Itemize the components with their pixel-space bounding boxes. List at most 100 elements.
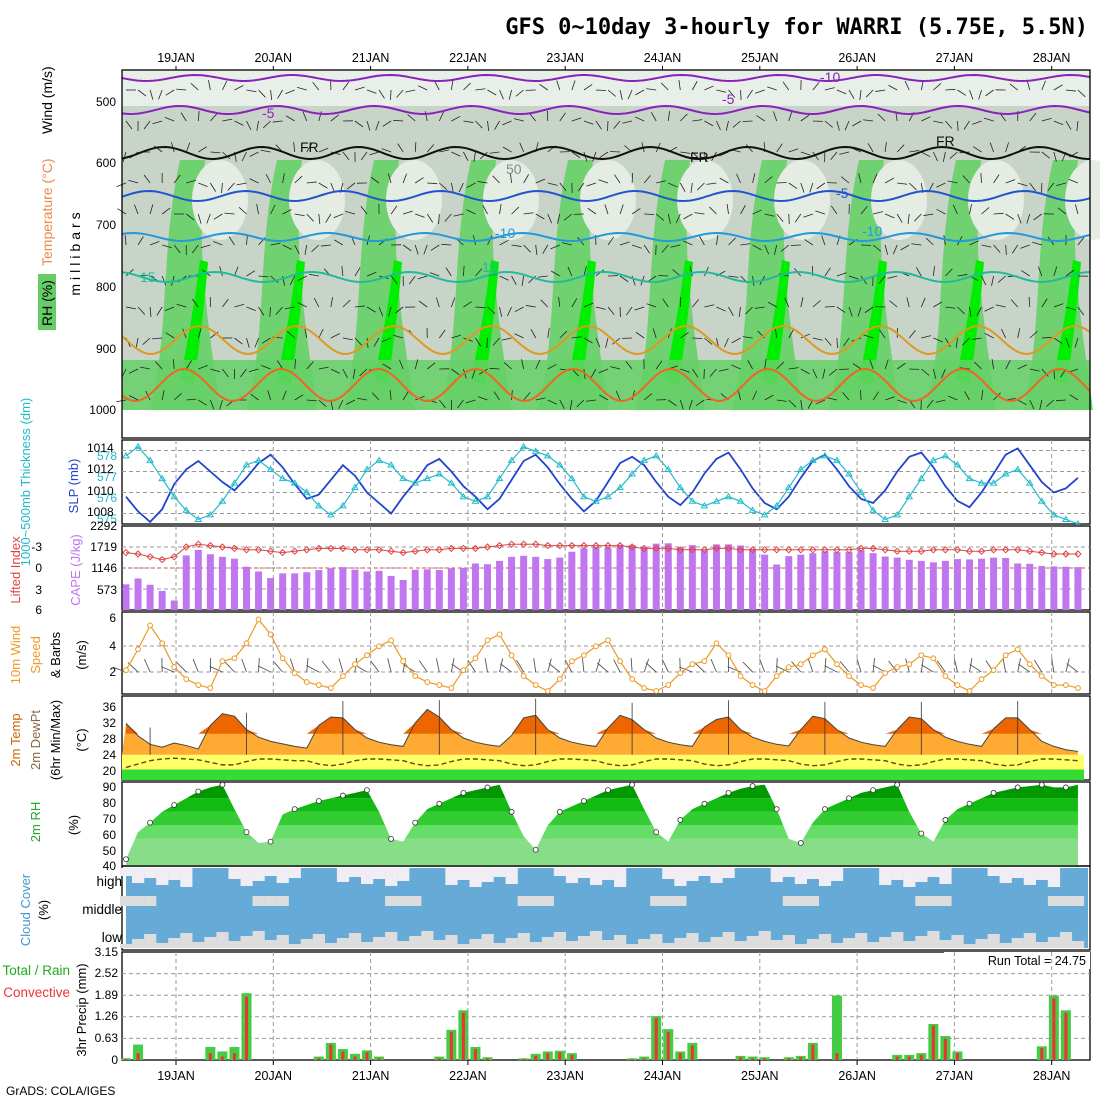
wind-barb — [972, 146, 982, 153]
minmax-label: (6hr Min/Max) — [48, 700, 63, 780]
cape-bar — [339, 567, 347, 610]
cloud-low-block — [626, 944, 639, 948]
lifted-index-point — [471, 544, 480, 553]
thickness-point — [459, 492, 468, 500]
cloud-low-block — [445, 935, 458, 948]
wind-barb — [626, 306, 633, 316]
wind10-point — [593, 643, 599, 650]
isotherm-label: 15 — [140, 269, 156, 285]
cape-bar — [387, 575, 395, 610]
wind-barb — [993, 174, 1000, 184]
lifted-index-point — [941, 546, 950, 554]
wind-barb — [719, 177, 729, 184]
wind-barb — [577, 182, 585, 192]
wind-barb — [780, 244, 790, 252]
wind-barb — [1029, 182, 1036, 192]
wind-barb — [716, 235, 719, 246]
thickness-point — [278, 474, 287, 482]
wind-barb — [222, 298, 229, 308]
wind-barb — [788, 399, 797, 408]
wind-barb — [306, 213, 314, 222]
cape-bar — [568, 551, 576, 610]
wind-barb — [523, 212, 534, 215]
wind-barb — [185, 360, 192, 370]
wind-barb — [222, 368, 229, 378]
wind-barb — [1005, 213, 1015, 220]
slp-tick: 1014 — [87, 441, 114, 455]
cloud-low-block — [312, 934, 325, 948]
wind-barb — [282, 209, 292, 215]
rh-point — [966, 800, 973, 807]
wind-barb — [256, 204, 259, 215]
thickness-point — [1001, 470, 1010, 477]
rh-point — [171, 802, 178, 808]
wind10-point — [761, 688, 768, 694]
wind-barb — [915, 267, 922, 277]
thickness-point — [965, 474, 974, 482]
wind-barb — [1005, 244, 1007, 256]
wind-barb — [325, 213, 332, 223]
millibars-label: millibars — [67, 208, 83, 295]
lifted-index-point — [447, 544, 456, 553]
wind10-barb — [387, 658, 392, 673]
wind-barb — [815, 210, 826, 215]
lifted-index-point — [664, 544, 672, 553]
precip-panel: 3.15 2.52 1.89 1.26 0.63 0 Total / Rain … — [2, 945, 1091, 1067]
thickness-point — [375, 456, 383, 463]
cloud-low-block — [710, 937, 723, 948]
cloud-high-block — [373, 868, 386, 879]
cloud-high-block — [806, 868, 820, 879]
wind-barb — [499, 204, 502, 215]
footer-credit: GrADS: COLA/IGES — [6, 1084, 115, 1098]
wind10-grid — [122, 645, 1090, 673]
isotherm-15 — [121, 270, 1091, 284]
wind-barb — [709, 368, 717, 377]
wind-barb — [530, 328, 537, 339]
wind-barb — [246, 120, 252, 131]
precip-convective-label: Convective — [3, 985, 70, 1000]
wind-barb — [1041, 151, 1050, 159]
wind-barb — [896, 362, 906, 370]
wind-barb — [338, 399, 344, 410]
thickness-point — [1013, 465, 1022, 473]
cloud-high-block — [891, 868, 904, 880]
cloud-middle-block — [385, 896, 398, 906]
wind-barb — [610, 151, 621, 153]
wind-barb — [451, 115, 461, 122]
thickness-line — [125, 445, 1079, 525]
wind-barb — [933, 301, 943, 308]
cape-bar — [447, 568, 455, 610]
wind-barb — [969, 89, 974, 100]
wind-barb — [190, 83, 199, 91]
cloud-middle-block — [662, 896, 675, 906]
lifted-index-point — [556, 541, 564, 550]
wind10-barb — [306, 658, 309, 673]
lifted-index-point — [158, 555, 166, 564]
precip-convective-bar — [353, 1056, 357, 1060]
wind-barb — [852, 120, 862, 127]
lifted-index-point — [965, 547, 974, 555]
cloud-label: Cloud Cover — [18, 873, 33, 946]
wind-barb — [857, 306, 862, 317]
wind-barb — [354, 267, 361, 277]
wind-barb — [514, 333, 524, 339]
lifted-index-point — [929, 546, 938, 554]
cape-tick: 573 — [97, 583, 117, 597]
precip-convective-bar — [124, 1058, 128, 1060]
wind-barb — [933, 83, 942, 91]
cloud-high-block — [385, 868, 398, 886]
wind-barb — [140, 366, 151, 370]
wind-barb — [607, 306, 615, 316]
cape-bar — [1074, 567, 1082, 610]
wind-barb — [1053, 151, 1057, 162]
wind10-barb — [321, 660, 332, 673]
lifted-index-point — [266, 547, 275, 555]
wind-barb — [879, 329, 886, 339]
cape-label: CAPE (J/kg) — [68, 534, 83, 606]
wind10-point — [653, 688, 660, 694]
cape-bar — [773, 564, 781, 610]
rh-point — [484, 784, 491, 791]
cloud-low-block — [927, 931, 940, 948]
precip-tick: 2.52 — [95, 966, 119, 980]
wind-barb — [318, 213, 321, 224]
